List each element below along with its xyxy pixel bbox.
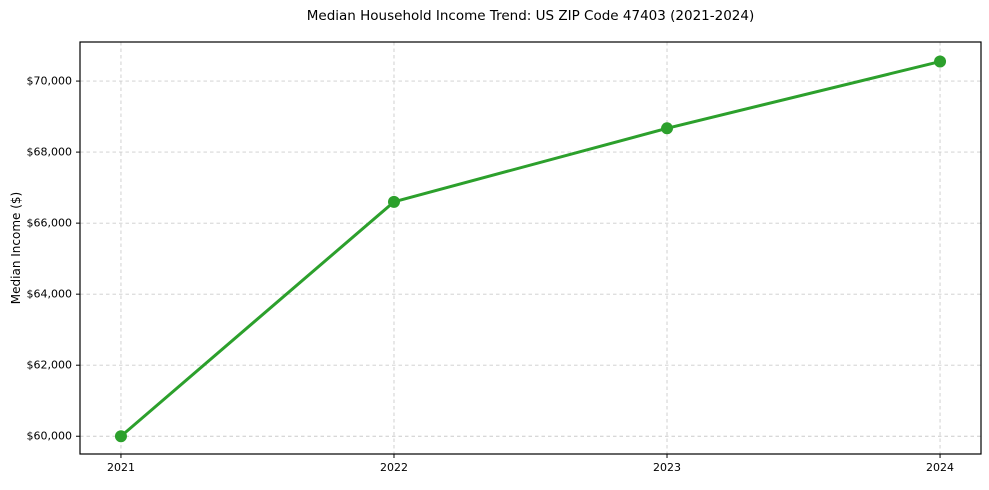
axes-border (79, 41, 982, 455)
y-tick-label: $66,000 (27, 217, 73, 230)
data-point-2021 (114, 430, 127, 443)
y-tick-label: $62,000 (27, 359, 73, 372)
y-tick-label: $60,000 (27, 430, 73, 443)
x-tick-label: 2021 (107, 461, 135, 474)
data-point-2022 (387, 195, 400, 208)
chart-title: Median Household Income Trend: US ZIP Co… (306, 8, 755, 24)
data-point-2023 (661, 122, 674, 135)
trend-line (119, 60, 942, 438)
x-tick-label: 2024 (926, 461, 954, 474)
y-tick-label: $68,000 (27, 146, 73, 159)
x-tick-label: 2022 (380, 461, 408, 474)
data-point-2024 (934, 55, 947, 68)
y-tick-label: $64,000 (27, 288, 73, 301)
y-tick-label: $70,000 (27, 75, 73, 88)
y-axis-label: Median Income ($) (9, 191, 23, 305)
x-tick-label: 2023 (653, 461, 681, 474)
